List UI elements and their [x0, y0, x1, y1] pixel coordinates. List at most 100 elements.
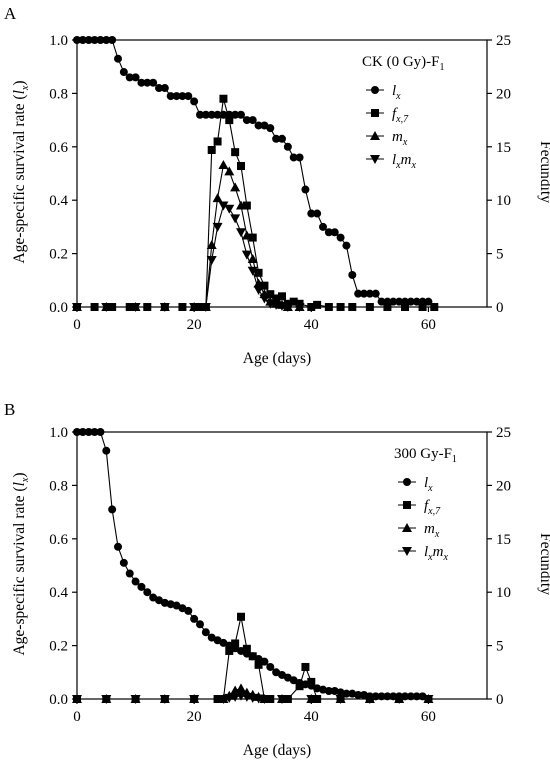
data-point	[259, 695, 270, 704]
data-point	[330, 228, 339, 237]
data-point	[125, 73, 134, 82]
data-point	[230, 182, 241, 192]
y-tick-label: 0.0	[49, 300, 68, 316]
data-point	[212, 193, 223, 203]
data-point	[218, 695, 229, 704]
data-point	[137, 582, 146, 591]
x-tick-label: 40	[304, 709, 319, 725]
data-point	[254, 268, 263, 277]
series-lxmx	[72, 201, 305, 312]
data-point	[130, 303, 141, 312]
legend-label: lx	[392, 83, 401, 102]
data-point	[130, 695, 141, 704]
data-point	[160, 84, 169, 93]
y-axis-title-sub-x: x	[20, 477, 31, 483]
legend-marker	[371, 109, 379, 117]
data-point	[207, 110, 216, 119]
legend-marker	[402, 523, 412, 532]
legend-marker	[370, 155, 380, 164]
axes-a: 0 20 40 60 0.0 0.2 0.4 0.6 0.8 1.0 0 5 10 15 20 25	[49, 33, 511, 333]
series-mx	[72, 159, 305, 311]
data-point	[224, 204, 235, 214]
y-axis-title-prefix: Age-specific survival rate (	[11, 486, 28, 655]
data-point	[155, 84, 163, 93]
data-point	[247, 253, 258, 263]
data-point	[266, 662, 275, 671]
data-point	[301, 662, 310, 671]
data-point	[248, 233, 257, 242]
legend-label: fx,7	[424, 498, 441, 517]
data-point	[143, 588, 152, 597]
y-tick-label: 1.0	[49, 425, 68, 441]
data-point	[242, 116, 251, 125]
data-point	[241, 250, 252, 260]
data-point	[96, 36, 105, 44]
y-axis-title-left-a: Age-specific survival rate (lx)	[11, 80, 31, 263]
legend-marker	[370, 131, 380, 140]
data-point	[96, 428, 105, 436]
legend-items-b: lx fx,7 mx lxmx	[398, 475, 448, 563]
data-point	[324, 303, 333, 311]
data-point	[119, 68, 128, 77]
data-point	[295, 153, 304, 162]
data-point	[319, 222, 327, 231]
data-point	[207, 146, 216, 155]
data-point	[84, 428, 93, 436]
data-point	[119, 558, 128, 567]
y2-tick-label: 20	[496, 86, 511, 102]
legend-label: fx,7	[392, 106, 409, 125]
x-tick-label: 40	[304, 317, 319, 333]
data-point	[242, 201, 251, 210]
legend-title-main: 300 Gy-F	[394, 446, 452, 462]
data-point	[201, 628, 210, 637]
data-point	[278, 292, 286, 301]
data-point	[131, 577, 140, 586]
data-point	[354, 690, 363, 699]
data-point	[295, 682, 304, 691]
svg-text:Age-specific survival rate (lx: Age-specific survival rate (lx)	[11, 472, 31, 655]
y-axis-title-prefix: Age-specific survival rate (	[11, 94, 28, 263]
panel-b: B Age-specific survival rate (lx) Fecund…	[4, 400, 550, 759]
legend-label: lxmx	[392, 152, 416, 171]
svg-text:Age-specific survival rate (lx: Age-specific survival rate (lx)	[11, 80, 31, 263]
data-point	[196, 110, 204, 119]
y-tick-label: 0.4	[49, 585, 68, 601]
data-point	[237, 110, 245, 119]
data-point	[137, 78, 146, 87]
data-point	[241, 230, 252, 240]
data-point	[324, 686, 333, 695]
data-point	[348, 270, 357, 279]
data-point	[406, 692, 415, 701]
y-tick-label: 1.0	[49, 33, 68, 49]
x-tick-label: 0	[73, 709, 81, 725]
data-point	[242, 644, 251, 653]
data-point	[248, 116, 257, 125]
x-tick-label: 20	[187, 709, 202, 725]
data-point	[224, 693, 235, 703]
legend-label: lxmx	[424, 544, 448, 563]
series-lxmx	[72, 691, 434, 704]
y2-tick-label: 5	[496, 247, 504, 263]
x-axis-title-a: Age (days)	[243, 350, 311, 367]
data-point	[72, 303, 82, 312]
x-tick-label: 60	[421, 709, 436, 725]
y2-tick-label: 5	[496, 639, 504, 655]
data-point	[254, 121, 263, 130]
y2-tick-label: 15	[496, 140, 511, 156]
data-point	[253, 285, 264, 295]
y2-tick-label: 25	[496, 425, 511, 441]
data-point	[301, 185, 310, 194]
y-axis-title-l: l	[11, 90, 28, 94]
plot-area-a	[72, 36, 439, 312]
data-point	[73, 428, 81, 436]
legend-a: CK (0 Gy)-F1 lx fx,7 mx lxmx	[362, 54, 445, 171]
data-point	[125, 569, 134, 578]
data-point	[307, 209, 316, 218]
data-point	[149, 78, 158, 87]
data-point	[225, 646, 234, 655]
y-axis-title-sub-x: x	[20, 85, 31, 91]
data-point	[289, 153, 298, 162]
series-line	[77, 204, 300, 308]
series-lx	[73, 428, 433, 703]
